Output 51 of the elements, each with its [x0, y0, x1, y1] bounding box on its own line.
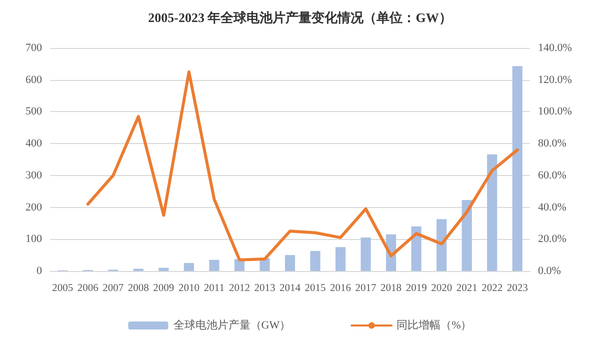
legend-label: 全球电池片产量（GW）	[173, 318, 291, 332]
x-tick-label: 2006	[77, 283, 98, 294]
y-tick-label: 0	[36, 265, 42, 277]
bar	[462, 200, 472, 271]
bar	[487, 154, 498, 271]
y-tick-label: 300	[26, 169, 42, 182]
y2-tick-label: 140.0%	[538, 42, 572, 54]
bar	[436, 219, 447, 271]
x-tick-label: 2015	[304, 283, 326, 294]
y-tick-label: 100	[26, 233, 42, 246]
x-tick-label: 2013	[254, 283, 276, 294]
x-tick-label: 2012	[228, 283, 250, 294]
y2-tick-label: 120.0%	[538, 74, 572, 86]
bar	[411, 226, 422, 271]
x-tick-label: 2008	[128, 283, 149, 294]
y2-tick-label: 80.0%	[538, 138, 566, 150]
x-tick-label: 2017	[355, 283, 376, 294]
bar	[335, 247, 346, 271]
x-tick-label: 2022	[482, 283, 503, 294]
legend-label: 同比增幅（%）	[396, 318, 472, 332]
line-series	[86, 70, 519, 262]
y-tick-label: 400	[26, 138, 42, 150]
y-tick-label: 500	[26, 106, 42, 118]
x-tick-label: 2010	[178, 283, 200, 294]
y2-tick-label: 40.0%	[538, 201, 566, 214]
x-tick-label: 2009	[153, 283, 174, 294]
y2-tick-label: 20.0%	[538, 233, 566, 246]
x-tick-label: 2014	[280, 283, 302, 294]
y2-tick-label: 0.0%	[538, 265, 561, 277]
x-tick-label: 2020	[431, 283, 452, 294]
bar	[360, 238, 371, 271]
bar	[310, 250, 320, 271]
y-tick-label: 700	[26, 42, 42, 54]
y-tick-label: 200	[26, 201, 42, 214]
y2-tick-label: 60.0%	[538, 169, 566, 182]
x-tick-label: 2016	[330, 283, 352, 294]
x-tick-label: 2018	[380, 283, 402, 294]
x-tick-label: 2007	[102, 283, 124, 294]
bar	[512, 66, 522, 271]
bar	[184, 263, 194, 271]
x-tick-label: 2011	[204, 283, 225, 294]
x-tick-label: 2005	[52, 283, 74, 294]
x-tick-label: 2019	[406, 283, 427, 294]
bar	[158, 268, 169, 271]
x-tick-label: 2023	[506, 283, 528, 294]
y2-tick-label: 100.0%	[538, 106, 572, 118]
bar	[209, 260, 220, 271]
y-tick-label: 600	[26, 74, 42, 86]
chart-title: 2005-2023 年全球电池片产量变化情况（单位：GW）	[148, 10, 452, 25]
x-tick-label: 2021	[456, 283, 478, 294]
bar	[284, 255, 296, 271]
